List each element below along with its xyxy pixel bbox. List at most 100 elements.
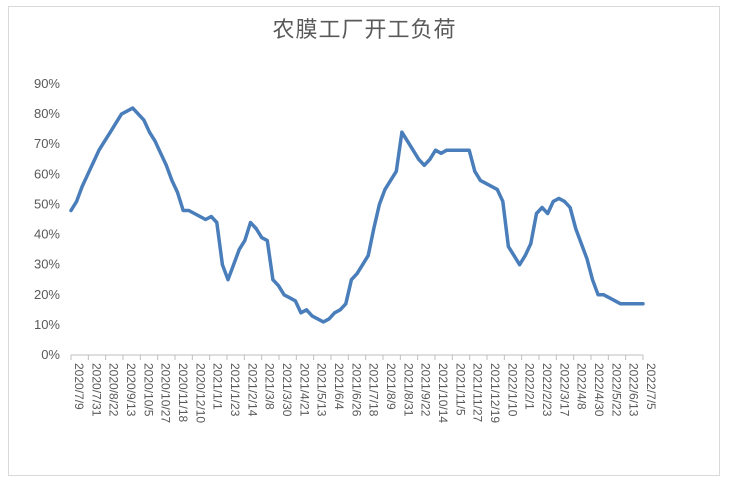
data-point [372,227,376,231]
data-point [192,211,196,215]
data-point [467,148,471,152]
data-point [265,239,269,243]
x-tick-label: 2021/7/18 [367,363,381,417]
y-tick-label: 10% [34,317,60,332]
x-axis-labels: 2020/7/9 2020/7/31 2020/8/22 2020/9/13 2020/… [72,363,658,423]
data-point [562,199,566,203]
x-tick-label: 2021/3/8 [263,363,277,410]
data-point [557,196,561,200]
data-point [518,263,522,267]
data-point [338,308,342,312]
data-point [495,187,499,191]
data-point [484,181,488,185]
data-point [282,293,286,297]
data-point [288,296,292,300]
y-tick-label: 60% [34,166,60,181]
x-tick-label: 2020/7/9 [72,363,86,410]
data-point [389,178,393,182]
data-point [445,148,449,152]
y-axis-labels: 0% 10% 20% 30% 40% 50% 60% 70% 80% 90% [34,76,60,362]
data-point [422,163,426,167]
x-tick-label: 2022/1/10 [505,363,519,417]
x-tick-label: 2021/8/9 [384,363,398,410]
x-tick-label: 2022/7/5 [644,363,658,410]
y-tick-label: 90% [34,76,60,91]
x-tick-label: 2021/6/4 [332,363,346,410]
data-point [153,139,157,143]
x-tick-label: 2021/5/13 [315,363,329,417]
series-line-load-rate [69,106,645,324]
x-tick-label: 2020/8/22 [107,363,121,417]
data-point [187,208,191,212]
data-point [114,121,118,125]
data-point [142,118,146,122]
y-tick-label: 20% [34,287,60,302]
data-point [394,169,398,173]
data-point [237,248,241,252]
y-tick-label: 40% [34,227,60,242]
x-tick-label: 2020/10/5 [141,363,155,417]
data-point [377,202,381,206]
data-point [456,148,460,152]
data-point [80,184,84,188]
series-points [69,106,645,324]
x-tick-label: 2021/3/30 [280,363,294,417]
x-tick-label: 2021/2/14 [245,363,259,417]
x-tick-label: 2022/4/8 [575,363,589,410]
data-point [305,308,309,312]
data-point [512,254,516,258]
data-point [148,130,152,134]
data-point [344,302,348,306]
data-point [613,299,617,303]
data-point [254,227,258,231]
data-point [103,139,107,143]
data-point [181,208,185,212]
data-point [276,284,280,288]
data-point [91,160,95,164]
data-point [355,272,359,276]
y-tick-label: 80% [34,106,60,121]
x-tick-label: 2021/4/21 [297,363,311,417]
x-tick-label: 2021/12/19 [488,363,502,423]
data-point [462,148,466,152]
x-tick-label: 2022/6/13 [627,363,641,417]
data-point [551,199,555,203]
data-point [478,178,482,182]
data-point [97,148,101,152]
x-tick-label: 2020/9/13 [124,363,138,417]
data-point [540,205,544,209]
data-point [243,239,247,243]
y-tick-label: 30% [34,257,60,272]
x-tick-label: 2020/11/18 [176,363,190,422]
data-point [119,112,123,116]
data-point [635,302,639,306]
data-point [607,296,611,300]
x-tick-label: 2020/12/10 [193,363,207,423]
data-point [226,278,230,282]
data-point [568,205,572,209]
data-point [86,172,90,176]
data-point [176,190,180,194]
data-point [220,263,224,267]
data-point [411,148,415,152]
x-tick-label: 2020/7/31 [89,363,103,417]
data-point [293,299,297,303]
x-tick-label: 2021/11/5 [453,363,467,416]
data-point [349,278,353,282]
x-tick-label: 2021/11/27 [471,363,485,422]
data-point [69,208,73,212]
data-point [333,311,337,315]
y-tick-label: 70% [34,136,60,151]
data-point [75,199,79,203]
data-point [641,302,645,306]
data-point [108,130,112,134]
data-point [579,242,583,246]
data-point [439,151,443,155]
data-point [602,293,606,297]
data-point [299,311,303,315]
data-point [248,221,252,225]
x-axis-ticks [70,355,644,360]
data-point [131,106,135,110]
data-point [125,109,129,113]
